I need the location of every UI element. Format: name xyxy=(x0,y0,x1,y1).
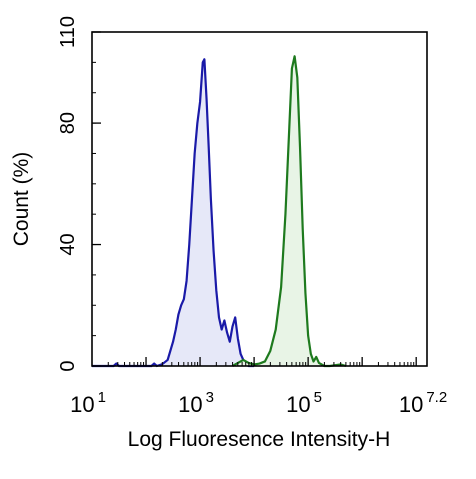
y-axis-label: Count (%) xyxy=(10,152,33,247)
x-tick-label: 10 3 xyxy=(178,389,214,417)
y-tick-labels: 0 40 80 110 xyxy=(57,16,79,372)
y-tick-label: 80 xyxy=(57,112,79,134)
series-2-line xyxy=(231,55,347,368)
series-layer xyxy=(92,55,347,368)
plot-frame xyxy=(91,31,428,367)
x-tick-label: 10 7.2 xyxy=(399,389,447,417)
series-2-area xyxy=(232,56,346,366)
y-tick-label: 40 xyxy=(57,233,79,255)
x-major-ticks xyxy=(145,357,417,366)
x-tick-exponent: 1 xyxy=(98,389,106,406)
series-1-area xyxy=(92,59,255,366)
y-major-ticks xyxy=(92,31,101,367)
y-tick-label: 110 xyxy=(57,16,79,48)
x-tick-exponent: 7.2 xyxy=(426,389,447,406)
y-tick-label: 0 xyxy=(57,360,79,371)
x-tick-label: 10 5 xyxy=(286,389,322,417)
x-tick-label: 10 1 xyxy=(70,389,106,417)
x-axis-label: Log Fluoresence Intensity-H xyxy=(128,428,391,451)
x-tick-labels: 10 1 10 3 10 5 10 7.2 xyxy=(70,389,447,417)
series-1-line xyxy=(92,58,255,368)
x-tick-exponent: 3 xyxy=(206,389,214,406)
x-tick-exponent: 5 xyxy=(314,389,322,406)
